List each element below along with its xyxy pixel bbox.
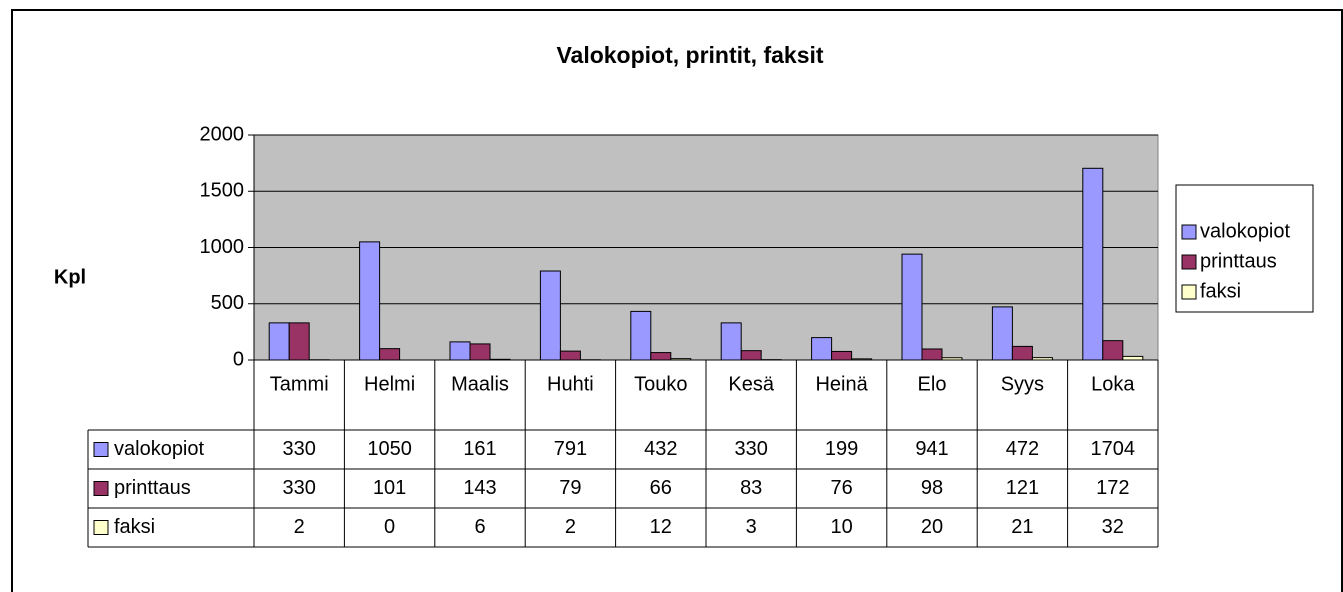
table-cell: 101 <box>373 477 406 499</box>
x-tick-label: Loka <box>1091 373 1135 395</box>
bar <box>449 341 471 361</box>
table-cell: 941 <box>915 438 948 460</box>
table-cell: 1050 <box>367 438 412 460</box>
table-legend-key <box>93 520 109 535</box>
table-cell: 330 <box>735 438 768 460</box>
chart-title: Valokopiot, printit, faksit <box>556 42 823 68</box>
bar <box>851 358 873 361</box>
table-cell: 83 <box>740 477 762 499</box>
table-cell: 20 <box>921 516 943 538</box>
table-legend-key <box>93 481 109 496</box>
bar <box>1102 340 1124 361</box>
table-legend-key <box>93 442 109 457</box>
x-tick-label: Tammi <box>270 373 329 395</box>
table-row-label: printtaus <box>114 477 191 499</box>
table-row-label: faksi <box>114 516 155 538</box>
y-tick-label: 1500 <box>200 180 245 202</box>
bar <box>359 241 381 361</box>
y-axis-title: Kpl <box>54 266 86 288</box>
bar <box>379 348 401 361</box>
x-tick-label: Syys <box>1001 373 1044 395</box>
table-cell: 12 <box>650 516 672 538</box>
table-cell: 3 <box>746 516 757 538</box>
table-cell: 6 <box>474 516 485 538</box>
bar <box>740 350 762 361</box>
table-cell: 791 <box>554 438 587 460</box>
table-cell: 2 <box>565 516 576 538</box>
table-cell: 330 <box>283 477 316 499</box>
bar <box>1011 345 1033 361</box>
legend-label: printtaus <box>1200 250 1277 272</box>
bar <box>670 358 692 361</box>
bar <box>1031 357 1053 361</box>
bar <box>921 348 943 361</box>
legend <box>1175 184 1314 313</box>
table-cell: 330 <box>283 438 316 460</box>
bar <box>268 322 290 361</box>
legend-key <box>1181 284 1197 300</box>
table-cell: 432 <box>644 438 677 460</box>
bar <box>489 358 511 361</box>
x-tick-label: Maalis <box>451 373 509 395</box>
table-cell: 2 <box>294 516 305 538</box>
table-cell: 121 <box>1006 477 1039 499</box>
legend-label: valokopiot <box>1200 220 1291 242</box>
table-cell: 172 <box>1096 477 1129 499</box>
bar <box>831 350 853 361</box>
x-tick-label: Helmi <box>364 373 415 395</box>
table-row-label: valokopiot <box>114 438 205 460</box>
bar <box>630 310 652 361</box>
legend-label: faksi <box>1200 280 1241 302</box>
y-tick-label: 0 <box>233 348 244 370</box>
table-cell: 199 <box>825 438 858 460</box>
y-tick-label: 1000 <box>200 236 245 258</box>
x-tick-label: Kesä <box>728 373 774 395</box>
table-cell: 21 <box>1011 516 1033 538</box>
bar <box>1082 167 1104 361</box>
bar <box>539 270 561 361</box>
table-cell: 472 <box>1006 438 1039 460</box>
x-tick-label: Touko <box>634 373 687 395</box>
bar <box>650 352 672 361</box>
bar <box>1122 355 1144 361</box>
x-tick-label: Heinä <box>815 373 868 395</box>
table-cell: 161 <box>463 438 496 460</box>
table-cell: 0 <box>384 516 395 538</box>
table-cell: 10 <box>830 516 852 538</box>
bar <box>941 357 963 361</box>
y-tick-label: 500 <box>211 292 244 314</box>
table-cell: 32 <box>1102 516 1124 538</box>
bar <box>991 306 1013 361</box>
bar <box>469 343 491 361</box>
table-cell: 79 <box>559 477 581 499</box>
table-cell: 98 <box>921 477 943 499</box>
bar <box>288 322 310 361</box>
bar <box>901 253 923 361</box>
bar <box>720 322 742 361</box>
table-cell: 76 <box>830 477 852 499</box>
legend-key <box>1181 224 1197 240</box>
table-cell: 66 <box>650 477 672 499</box>
x-tick-label: Huhti <box>547 373 594 395</box>
y-tick-label: 2000 <box>200 123 245 145</box>
x-tick-label: Elo <box>918 373 947 395</box>
table-cell: 1704 <box>1091 438 1136 460</box>
bar <box>811 337 833 361</box>
bar <box>559 350 581 361</box>
table-cell: 143 <box>463 477 496 499</box>
legend-key <box>1181 254 1197 270</box>
